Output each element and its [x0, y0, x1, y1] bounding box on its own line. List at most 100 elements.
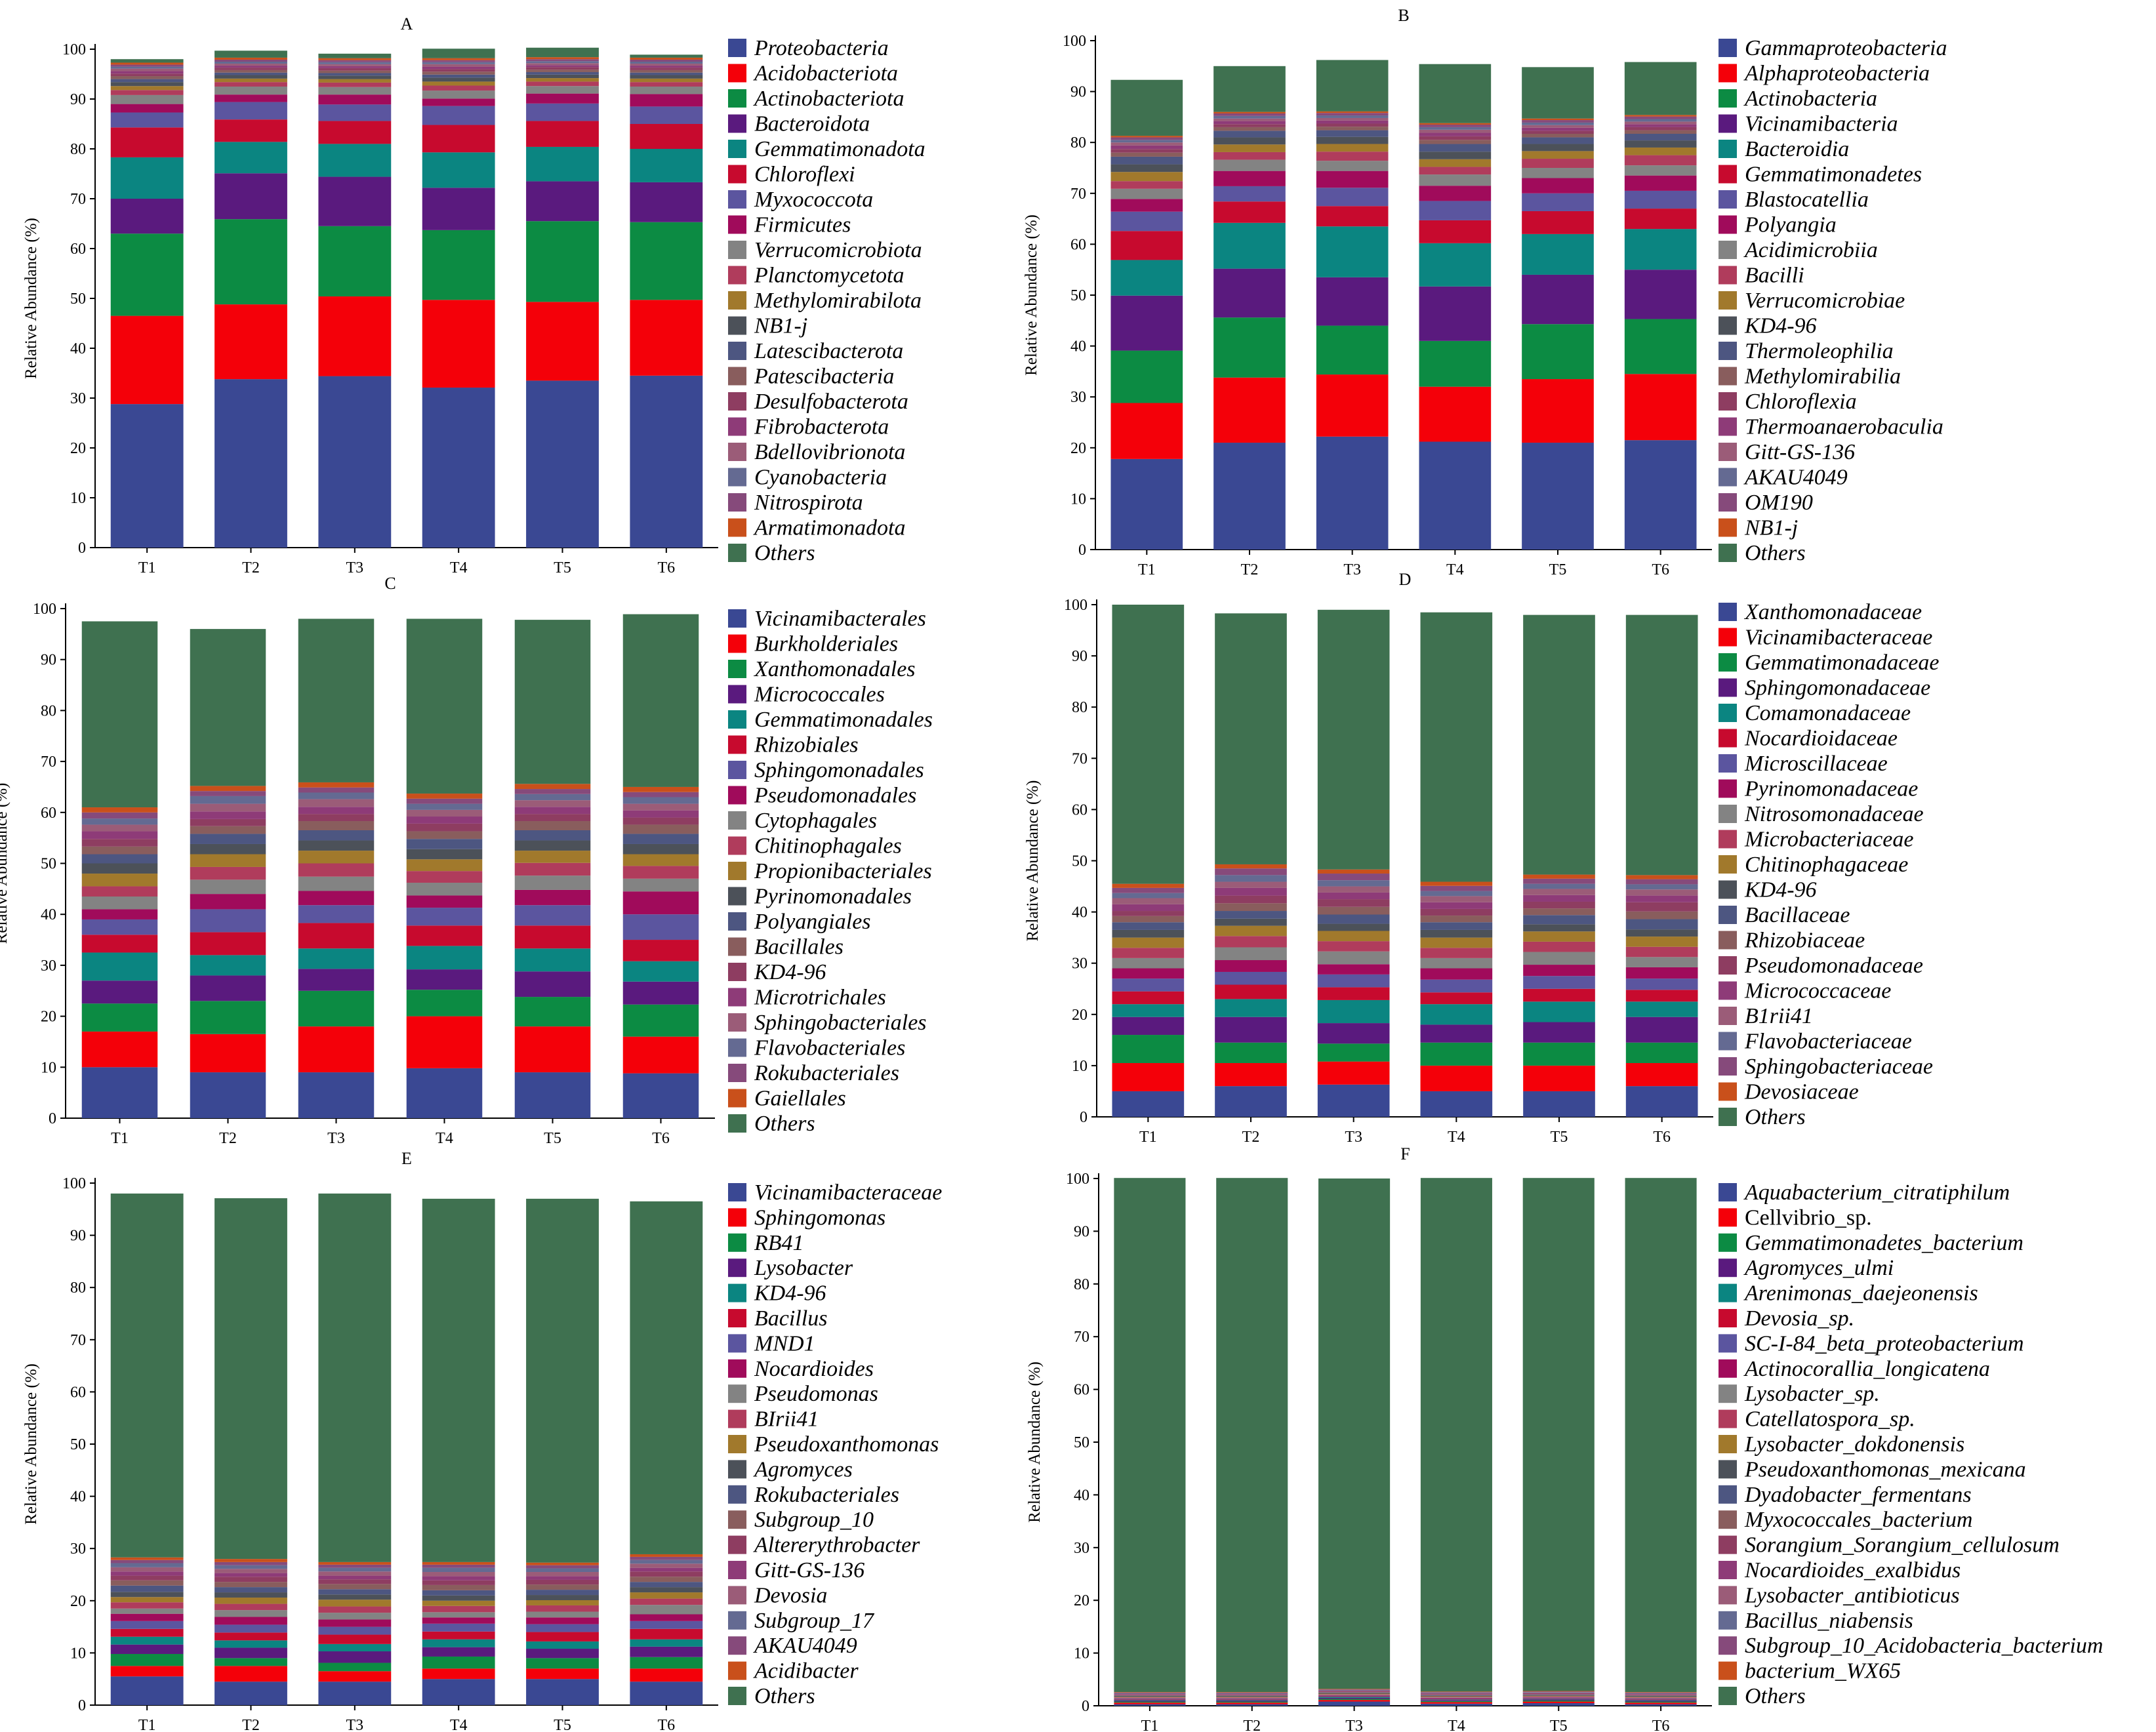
y-tick-label: 70 [70, 191, 86, 208]
legend-entry: Proteobacteria [754, 36, 889, 60]
bar-segment-bacteroidota-t1 [110, 199, 184, 234]
y-tick-label: 10 [70, 490, 86, 507]
legend-swatch [728, 761, 746, 779]
legend-swatch [1719, 981, 1737, 1000]
legend-swatch [728, 1309, 746, 1327]
bar-segment-agromyces-t6 [630, 1587, 703, 1593]
y-tick-label: 0 [1078, 542, 1086, 559]
legend-swatch [1719, 1661, 1737, 1680]
bar-segment-flavobacteriales-t4 [406, 803, 483, 810]
legend-swatch [1719, 1283, 1737, 1302]
bar-segment-microtrichales-t1 [81, 831, 158, 839]
bar-segment-thermoleophilia-t6 [1624, 134, 1697, 141]
bar-segment-actinobacteriota-t2 [214, 219, 287, 305]
bar-segment-devosia-t1 [110, 1567, 184, 1572]
legend-swatch [1719, 1082, 1737, 1101]
bar-segment-sphingomonas-t3 [318, 1671, 392, 1682]
legend-entry: Fibrobacterota [754, 415, 889, 439]
legend-entry: Cellvibrio_sp. [1745, 1205, 1872, 1230]
bar-segment-acidibacter-t2 [214, 1559, 287, 1562]
bar-segment-kd4-96-t3 [298, 814, 375, 822]
bar-segment-gemmatimonadetes-t5 [1522, 211, 1594, 234]
bar-segment-bacillaceae-t4 [1420, 922, 1493, 930]
bar-segment-methylomirabilia-t5 [1522, 134, 1594, 138]
bar-segment-propionibacteriales-t3 [298, 851, 375, 864]
legend-entry: Lysobacter_antibioticus [1744, 1583, 1960, 1607]
bar-segment-myxococcales-bacterium-t6 [1625, 1695, 1697, 1696]
legend-swatch [1719, 729, 1737, 748]
bar-segment-pyrinomonadales-t1 [81, 863, 158, 874]
bar-segment-arenimonas-daejeonensis-t1 [1114, 1700, 1186, 1701]
legend-entry: Acidimicrobiia [1743, 238, 1878, 262]
legend-swatch [728, 140, 746, 158]
bar-segment-acidibacter-t3 [318, 1561, 392, 1565]
bar-segment-pyrinomonadaceae-t4 [1420, 968, 1493, 980]
legend-entry: Myxococcales_bacterium [1744, 1508, 1972, 1532]
bar-segment-gemmatimonadota-t3 [318, 144, 392, 177]
bar-segment-proteobacteria-t5 [526, 380, 599, 548]
bar-segment-planctomycetota-t1 [110, 90, 184, 95]
bar-segment-bacilli-t5 [1522, 159, 1594, 168]
bar-segment-gemmatimonadaceae-t6 [1625, 1042, 1698, 1063]
bar-segment-mnd1-t1 [110, 1621, 184, 1629]
bar-segment-kd4-96-t6 [1625, 929, 1698, 937]
bar-segment-bacterium-wx65-t6 [1625, 1692, 1697, 1693]
bar-segment-bdellovibrionota-t5 [526, 63, 599, 66]
bar-segment-kd4-96-t4 [422, 1639, 495, 1647]
bar-segment-vicinamibacteraceae-t2 [1215, 1062, 1287, 1087]
bar-segment-armatimonadota-t6 [630, 57, 703, 60]
bar-segment-sc-i-84-beta-proteobacterium-t3 [1318, 1695, 1391, 1697]
bar-segment-altererythrobacter-t3 [318, 1579, 392, 1584]
legend-entry: Devosiaceae [1744, 1080, 1859, 1104]
bar-segment-verrucomicrobiota-t1 [110, 94, 184, 104]
x-tick-label: T5 [1549, 561, 1567, 578]
bar-segment-subgroup-10-t1 [110, 1580, 184, 1586]
bar-segment-kd4-96-t2 [1213, 137, 1286, 145]
bar-segment-agromyces-t4 [422, 1595, 495, 1601]
bar-segment-om190-t2 [1213, 113, 1286, 116]
bar-segment-thermoanaerobaculia-t6 [1624, 124, 1697, 127]
bar-segment-methylomirabilia-t2 [1213, 127, 1286, 131]
bar-segment-kd4-96-t1 [110, 1636, 184, 1645]
legend-swatch [1719, 1535, 1737, 1554]
y-tick-label: 90 [70, 1228, 86, 1245]
legend-entry: Others [1745, 1105, 1806, 1129]
bar-segment-lysobacter-t4 [422, 1647, 495, 1657]
legend-swatch [728, 1636, 746, 1655]
bar-segment-verrucomicrobiae-t5 [1522, 151, 1594, 159]
x-tick-label: T1 [1139, 1129, 1157, 1146]
bar-segment-gammaproteobacteria-t3 [1316, 436, 1389, 550]
legend-swatch [1719, 1309, 1737, 1327]
x-tick-label: T5 [554, 559, 571, 576]
legend-swatch [728, 89, 746, 108]
y-tick-label: 0 [1082, 1698, 1089, 1715]
legend-entry: Cytophagales [754, 809, 877, 833]
x-tick-label: T5 [1550, 1718, 1568, 1732]
x-tick-label: T6 [657, 1717, 675, 1732]
bar-segment-nitrosomonadaceae-t3 [1317, 951, 1390, 965]
bar-segment-akau4049-t1 [110, 1560, 184, 1563]
bar-segment-pyrinomonadales-t2 [190, 843, 266, 855]
bar-segment-rokubacteriales-t4 [422, 1590, 495, 1596]
bar-segment-micrococcales-t5 [514, 971, 591, 997]
legend-entry: Bacilli [1745, 264, 1804, 288]
bar-segment-armatimonadota-t3 [318, 58, 392, 60]
y-tick-label: 50 [1074, 1434, 1089, 1451]
bar-segment-propionibacteriales-t1 [81, 874, 158, 887]
legend-swatch [728, 1089, 746, 1108]
bar-segment-actinobacteriota-t1 [110, 233, 184, 316]
bar-segment-birii41-t5 [526, 1605, 599, 1612]
bar-segment-bacillus-t2 [214, 1632, 287, 1641]
bar-segment-pseudomonas-t1 [110, 1608, 184, 1614]
bar-segment-methylomirabilia-t4 [1419, 140, 1492, 144]
bar-segment-devosia-sp--t1 [1114, 1699, 1186, 1701]
bar-segment-pseudomonas-t3 [318, 1613, 392, 1620]
bar-segment-b1rii41-t5 [1523, 889, 1595, 895]
bar-segment-planctomycetota-t2 [214, 82, 287, 87]
legend-entry: Nitrosomonadaceae [1744, 802, 1924, 826]
bar-segment-microbacteriaceae-t3 [1317, 941, 1390, 952]
bar-segment-rb41-t4 [422, 1656, 495, 1669]
legend-swatch [1719, 392, 1737, 411]
panel-b: B Relative Abundance (%) 0 10 20 30 40 50 60 70 80… [1023, 6, 1947, 578]
bar-segment-chitinophagaceae-t3 [1317, 931, 1390, 942]
